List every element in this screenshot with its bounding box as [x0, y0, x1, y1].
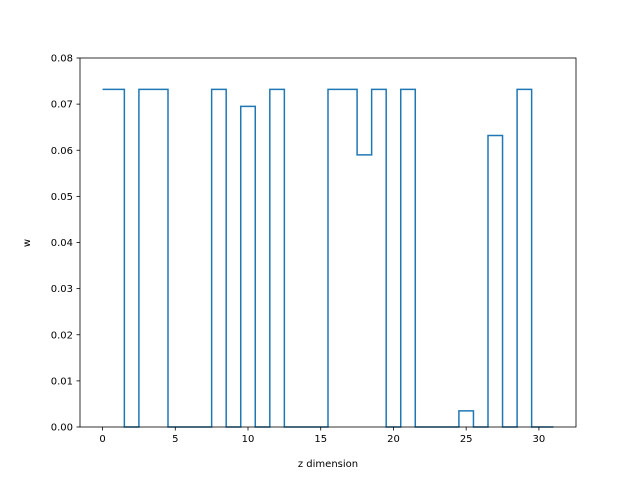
y-tick-label: 0.05	[51, 192, 73, 203]
tick-layer: 0 5 10 15 20 25 30 0.00 0.01 0.02 0.03 0.04 0.05 0.06…	[51, 54, 546, 445]
x-tick-label: 5	[172, 434, 178, 445]
x-tick-label: 10	[242, 434, 255, 445]
y-tick-label: 0.06	[51, 146, 73, 157]
y-tick-label: 0.08	[51, 54, 73, 65]
y-tick-label: 0.00	[51, 423, 73, 434]
y-tick-label: 0.02	[51, 330, 73, 341]
x-tick-label: 15	[314, 434, 327, 445]
y-tick-label: 0.04	[51, 238, 73, 249]
y-tick-label: 0.01	[51, 376, 73, 387]
y-axis-label: w	[22, 239, 33, 247]
y-tick-label: 0.03	[51, 284, 73, 295]
x-axis-label: z dimension	[298, 459, 358, 470]
plot-frame	[79, 57, 577, 428]
x-tick-label: 25	[460, 434, 473, 445]
y-tick-label: 0.07	[51, 100, 73, 111]
x-tick-label: 30	[533, 434, 546, 445]
x-tick-label: 0	[99, 434, 105, 445]
x-tick-label: 20	[387, 434, 400, 445]
